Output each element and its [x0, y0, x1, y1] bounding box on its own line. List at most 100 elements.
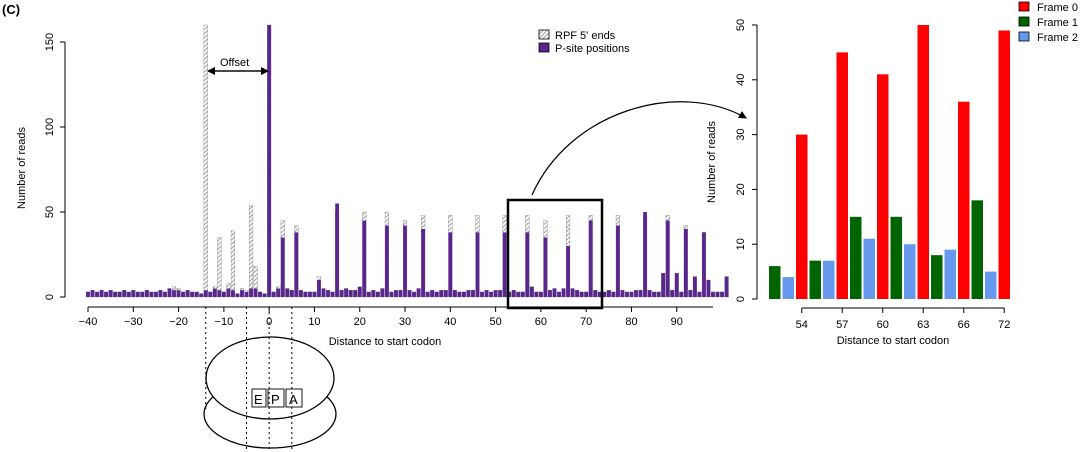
- psite-bar: [385, 225, 389, 297]
- legend-swatch-psite: [538, 42, 550, 53]
- psite-bar: [222, 291, 226, 297]
- psite-bar: [606, 290, 611, 297]
- psite-bar: [579, 291, 584, 297]
- psite-bar: [688, 290, 693, 297]
- psite-bar: [584, 291, 589, 297]
- left-x-tick-label: 70: [580, 316, 592, 328]
- right-x-tick-label: 60: [877, 319, 889, 331]
- right-y-axis-label: Number of reads: [706, 121, 718, 203]
- psite-bar: [122, 290, 127, 297]
- psite-bar: [570, 288, 575, 297]
- left-legend: RPF 5' ends P-site positions: [538, 29, 630, 55]
- psite-bar: [235, 293, 240, 297]
- psite-bar: [552, 288, 557, 297]
- psite-bar: [525, 232, 530, 297]
- psite-bar: [421, 229, 426, 297]
- psite-bar: [652, 291, 656, 297]
- psite-bar: [339, 290, 344, 297]
- psite-bar: [625, 291, 629, 297]
- psite-bar: [371, 290, 376, 297]
- psite-bar: [203, 290, 208, 297]
- psite-bar: [520, 291, 525, 297]
- right-x-tick-label: 57: [836, 319, 848, 331]
- psite-bar: [212, 288, 217, 297]
- psite-bar: [403, 225, 407, 297]
- psite-bar: [117, 291, 122, 297]
- psite-bar: [126, 291, 131, 297]
- psite-bar: [149, 291, 154, 297]
- psite-bar: [280, 237, 285, 297]
- psite-bar: [308, 291, 312, 297]
- frame2-bar: [782, 277, 794, 299]
- right-legend: Frame 0 Frame 1 Frame 2: [1018, 1, 1078, 44]
- psite-bar: [561, 288, 566, 297]
- psite-bar: [534, 291, 539, 297]
- frame0-bar: [917, 25, 929, 299]
- psite-bar: [299, 290, 303, 297]
- psite-bar: [643, 212, 647, 297]
- psite-bar: [181, 291, 185, 297]
- psite-bar: [484, 290, 489, 297]
- psite-bar: [258, 291, 262, 297]
- psite-bar: [190, 291, 195, 297]
- right-bars: [769, 25, 1010, 300]
- psite-bar: [276, 288, 281, 297]
- psite-bar: [412, 291, 416, 297]
- psite-bar: [493, 290, 498, 297]
- psite-bar: [208, 291, 213, 297]
- psite-bar: [398, 290, 403, 297]
- frame1-bar: [850, 216, 862, 299]
- psite-bar: [466, 290, 471, 297]
- psite-bar: [366, 291, 371, 297]
- psite-bar: [720, 291, 724, 297]
- left-x-tick-label: −20: [169, 316, 188, 328]
- psite-bar: [167, 288, 172, 297]
- p-site-label: P: [271, 392, 280, 407]
- psite-bar: [593, 290, 598, 297]
- psite-bar: [231, 290, 235, 297]
- psite-bar: [154, 291, 158, 297]
- psite-bar: [457, 291, 462, 297]
- zoom-box: [506, 198, 604, 310]
- psite-bar: [543, 237, 548, 297]
- psite-bar: [249, 288, 253, 297]
- frame0-bar: [958, 101, 970, 299]
- right-y-tick-label: 10: [735, 238, 747, 250]
- psite-bar: [434, 291, 439, 297]
- offset-label: Offset: [220, 57, 249, 69]
- psite-bar: [724, 276, 729, 297]
- psite-bar: [462, 291, 466, 297]
- zoom-arrow: [531, 101, 747, 196]
- legend-label-frame0: Frame 0: [1037, 2, 1078, 14]
- right-x-tick-label: 72: [998, 319, 1010, 331]
- frame1-bar: [769, 266, 781, 299]
- psite-bar: [416, 288, 421, 297]
- frame0-bar: [998, 30, 1010, 299]
- offset-annotation: Offset: [207, 57, 269, 75]
- rpf-bar: [217, 237, 222, 298]
- psite-bar: [312, 291, 317, 297]
- psite-bar: [693, 276, 697, 297]
- psite-bar: [611, 291, 616, 297]
- legend-label-frame2: Frame 2: [1037, 32, 1078, 44]
- psite-bar: [335, 203, 339, 297]
- right-y-tick-label: 0: [735, 296, 747, 302]
- left-y-tick-label: 100: [44, 118, 56, 136]
- a-site-box: [285, 388, 303, 408]
- frame0-bar: [836, 52, 848, 300]
- left-x-tick-label: 80: [625, 316, 637, 328]
- psite-bar: [362, 220, 367, 297]
- psite-bar: [113, 291, 118, 297]
- frame1-bar: [971, 200, 983, 299]
- frame2-bar: [985, 271, 997, 299]
- psite-bar: [548, 290, 552, 297]
- psite-bar: [425, 291, 430, 297]
- psite-bar: [317, 280, 321, 297]
- psite-bar: [289, 290, 294, 297]
- left-y-tick-label: 150: [44, 33, 56, 51]
- right-x-tick-label: 63: [917, 319, 929, 331]
- right-y-tick-label: 30: [735, 128, 747, 140]
- e-site-box: [251, 388, 267, 408]
